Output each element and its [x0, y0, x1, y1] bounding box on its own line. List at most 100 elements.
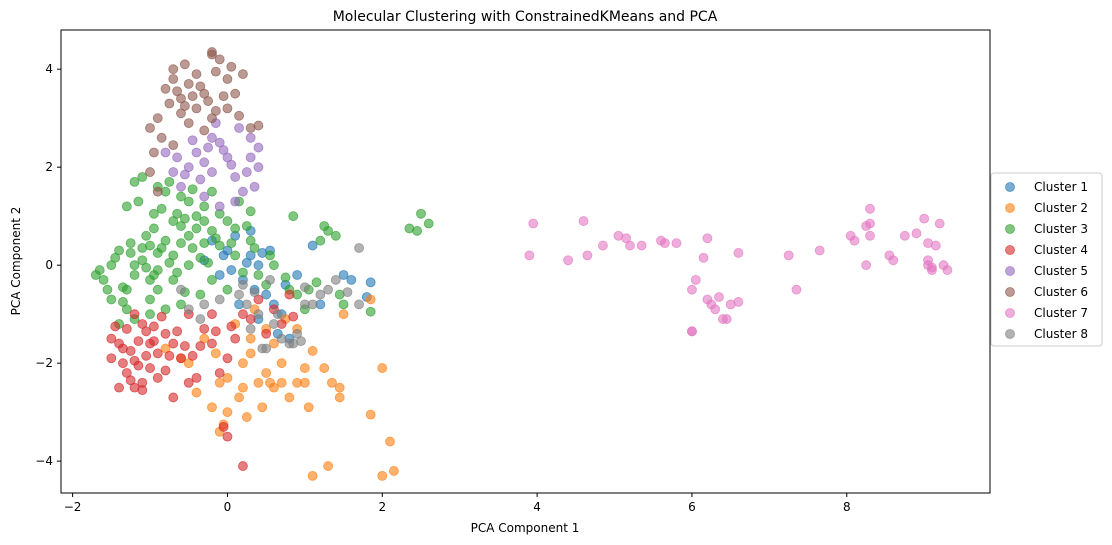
- data-point: [191, 103, 202, 114]
- legend-label: Cluster 8: [1034, 327, 1088, 341]
- data-point: [222, 74, 233, 84]
- data-point: [733, 297, 744, 307]
- data-point: [168, 338, 179, 349]
- data-point: [412, 225, 423, 236]
- data-point: [191, 223, 202, 234]
- data-point: [265, 250, 275, 261]
- x-tick-label: 2: [378, 500, 386, 514]
- data-point: [226, 321, 237, 332]
- data-point: [164, 350, 175, 361]
- data-point: [160, 147, 171, 158]
- data-point: [327, 377, 337, 388]
- data-point: [296, 336, 306, 347]
- data-point: [148, 336, 159, 347]
- series-cluster-6: [145, 47, 264, 197]
- data-point: [129, 309, 140, 320]
- legend-label: Cluster 4: [1034, 243, 1088, 257]
- data-point: [121, 323, 132, 334]
- data-point: [214, 201, 225, 212]
- data-point: [148, 321, 159, 332]
- data-point: [218, 91, 229, 102]
- data-point: [94, 265, 105, 275]
- data-point: [210, 326, 221, 337]
- data-point: [187, 243, 198, 253]
- data-point: [702, 233, 713, 244]
- data-point: [919, 213, 930, 224]
- legend-marker: [1005, 203, 1015, 213]
- series-cluster-3: [90, 172, 434, 329]
- data-point: [226, 159, 237, 170]
- data-point: [160, 365, 171, 376]
- x-tick-label: 0: [224, 500, 232, 514]
- data-point: [199, 191, 210, 202]
- data-point: [849, 235, 860, 246]
- data-point: [207, 309, 217, 320]
- data-point: [249, 243, 260, 253]
- data-point: [191, 211, 202, 222]
- data-point: [307, 299, 318, 310]
- data-point: [319, 363, 330, 373]
- data-point: [865, 203, 875, 214]
- data-point: [861, 260, 872, 271]
- data-point: [241, 412, 252, 422]
- data-point: [207, 186, 217, 197]
- data-point: [315, 289, 326, 300]
- data-point: [199, 216, 210, 226]
- series-cluster-5: [160, 118, 264, 212]
- data-point: [261, 368, 272, 378]
- data-point: [187, 91, 198, 102]
- data-point: [195, 341, 206, 351]
- data-point: [118, 343, 128, 354]
- data-point: [195, 289, 206, 300]
- data-point: [195, 174, 206, 185]
- data-point: [930, 240, 941, 251]
- data-point: [152, 372, 163, 383]
- data-point: [137, 385, 148, 396]
- data-point: [176, 181, 186, 192]
- data-point: [183, 230, 194, 241]
- data-point: [698, 252, 709, 263]
- data-point: [195, 252, 206, 263]
- data-point: [121, 201, 132, 212]
- data-point: [203, 257, 213, 268]
- data-point: [528, 218, 539, 229]
- data-point: [106, 294, 117, 305]
- data-point: [423, 218, 434, 229]
- data-point: [183, 118, 194, 128]
- data-point: [183, 196, 194, 207]
- legend: Cluster 1 Cluster 2 Cluster 3 Cluster 4 Clus…: [990, 172, 1103, 347]
- data-point: [714, 292, 724, 302]
- data-point: [118, 282, 128, 293]
- data-point: [245, 348, 256, 359]
- data-point: [280, 272, 291, 283]
- data-point: [234, 123, 244, 133]
- data-point: [214, 270, 225, 280]
- data-point: [346, 274, 357, 285]
- y-tick-label: −4: [35, 454, 53, 468]
- data-point: [176, 238, 186, 249]
- data-point: [191, 387, 202, 398]
- data-point: [253, 309, 264, 320]
- data-point: [299, 377, 310, 388]
- data-point: [687, 326, 697, 337]
- data-point: [354, 243, 364, 253]
- legend-marker: [1005, 287, 1015, 297]
- data-point: [207, 167, 217, 177]
- data-point: [323, 461, 333, 471]
- data-point: [133, 336, 144, 347]
- data-point: [222, 431, 233, 442]
- data-point: [176, 191, 186, 202]
- data-point: [268, 260, 279, 271]
- data-point: [354, 299, 364, 310]
- data-point: [299, 363, 310, 373]
- data-point: [207, 47, 217, 57]
- data-point: [334, 392, 345, 403]
- data-point: [176, 299, 186, 310]
- data-point: [865, 230, 875, 241]
- data-point: [129, 270, 140, 280]
- data-point: [330, 230, 341, 241]
- data-point: [218, 145, 229, 155]
- data-point: [214, 368, 225, 378]
- data-point: [168, 140, 179, 151]
